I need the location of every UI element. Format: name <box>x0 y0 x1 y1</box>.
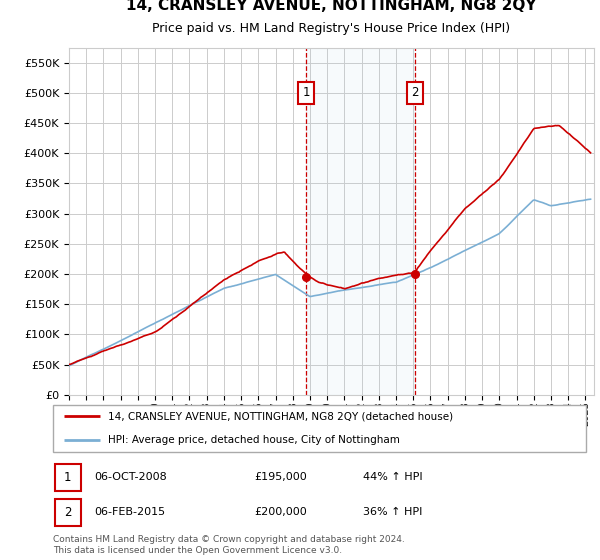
Text: £200,000: £200,000 <box>254 507 307 517</box>
Text: 1: 1 <box>302 86 310 99</box>
Text: 06-FEB-2015: 06-FEB-2015 <box>94 507 165 517</box>
Bar <box>306 48 415 395</box>
Text: 14, CRANSLEY AVENUE, NOTTINGHAM, NG8 2QY (detached house): 14, CRANSLEY AVENUE, NOTTINGHAM, NG8 2QY… <box>108 411 453 421</box>
Text: 1: 1 <box>64 471 71 484</box>
FancyBboxPatch shape <box>55 464 80 491</box>
Text: 14, CRANSLEY AVENUE, NOTTINGHAM, NG8 2QY: 14, CRANSLEY AVENUE, NOTTINGHAM, NG8 2QY <box>126 0 537 13</box>
Text: HPI: Average price, detached house, City of Nottingham: HPI: Average price, detached house, City… <box>108 436 400 446</box>
Text: £195,000: £195,000 <box>254 473 307 482</box>
FancyBboxPatch shape <box>55 499 80 526</box>
Text: 44% ↑ HPI: 44% ↑ HPI <box>363 473 422 482</box>
Text: Contains HM Land Registry data © Crown copyright and database right 2024.
This d: Contains HM Land Registry data © Crown c… <box>53 535 405 554</box>
Text: 36% ↑ HPI: 36% ↑ HPI <box>363 507 422 517</box>
Text: 2: 2 <box>64 506 71 519</box>
Text: 2: 2 <box>411 86 419 99</box>
Text: Price paid vs. HM Land Registry's House Price Index (HPI): Price paid vs. HM Land Registry's House … <box>152 22 511 35</box>
FancyBboxPatch shape <box>53 405 586 451</box>
Text: 06-OCT-2008: 06-OCT-2008 <box>94 473 167 482</box>
